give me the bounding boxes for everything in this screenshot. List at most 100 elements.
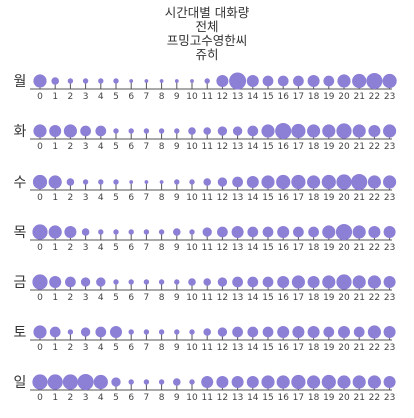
- bubble-point: [80, 125, 91, 137]
- hour-tick-label: 20: [338, 393, 350, 403]
- hour-tick-label: 13: [232, 243, 243, 253]
- hour-tick-label: 8: [159, 393, 165, 403]
- hour-tick-label: 15: [262, 343, 273, 353]
- bubble-point: [275, 122, 292, 140]
- bubble-point: [32, 374, 48, 390]
- hour-tick-label: 16: [277, 142, 289, 152]
- bubble-point: [383, 275, 396, 289]
- hour-tick-label: 21: [353, 293, 364, 303]
- hour-tick-label: 3: [83, 193, 89, 203]
- hour-tick-label: 17: [293, 393, 304, 403]
- bubble-point: [246, 74, 259, 88]
- bubble-point: [95, 326, 107, 338]
- bubble-point: [351, 173, 368, 191]
- bubble-point: [32, 274, 48, 290]
- hour-tick-label: 20: [338, 142, 350, 152]
- bubble-point: [173, 228, 181, 236]
- bubble-point: [277, 225, 290, 239]
- bubble-point: [337, 325, 351, 339]
- hour-tick-label: 14: [247, 243, 259, 253]
- bubble-point: [352, 275, 366, 289]
- bubble-point: [174, 128, 180, 134]
- hour-tick-label: 3: [83, 142, 89, 152]
- hour-tick-label: 16: [277, 393, 289, 403]
- bubble-point: [352, 375, 366, 389]
- hour-tick-label: 19: [323, 393, 335, 403]
- bubble-point: [277, 275, 290, 289]
- hour-tick-label: 23: [384, 92, 395, 102]
- hour-tick-label: 7: [144, 193, 150, 203]
- hour-tick-label: 8: [159, 243, 165, 253]
- day-row-1: 화0 1 2 3 4 5 6 7 8 9 10 11 12 13 14 15 16 17 18 19 20 21 22 23: [14, 122, 397, 152]
- bubble-point: [109, 325, 123, 339]
- bubble-point: [382, 73, 397, 89]
- hour-tick-label: 17: [293, 92, 304, 102]
- hour-tick-label: 11: [201, 193, 212, 203]
- hour-tick-label: 6: [128, 243, 134, 253]
- hour-tick-label: 5: [113, 293, 119, 303]
- bubble-point: [336, 123, 352, 139]
- bubble-point: [203, 127, 211, 135]
- bubble-point: [189, 329, 195, 335]
- hour-tick-label: 8: [159, 193, 165, 203]
- bubble-point: [246, 175, 259, 189]
- bubble-point: [337, 375, 351, 389]
- hour-tick-label: 18: [308, 393, 320, 403]
- hour-tick-label: 0: [37, 193, 43, 203]
- hour-tick-label: 2: [68, 193, 74, 203]
- bubble-point: [307, 375, 321, 389]
- hour-tick-label: 4: [98, 193, 104, 203]
- hour-tick-label: 15: [262, 393, 273, 403]
- day-label: 금: [14, 275, 27, 291]
- bubble-point: [307, 74, 320, 88]
- hour-tick-label: 5: [113, 193, 119, 203]
- hour-tick-label: 0: [37, 142, 43, 152]
- bubble-point: [353, 326, 365, 338]
- bubble-point: [337, 74, 351, 88]
- day-row-3: 목0 1 2 3 4 5 6 7 8 9 10 11 12 13 14 15 16 17 18 19 20 21 22 23: [14, 223, 396, 253]
- hour-tick-label: 6: [128, 343, 134, 353]
- hour-tick-label: 3: [83, 92, 89, 102]
- bubble-point: [67, 78, 74, 84]
- bubble-point: [77, 373, 94, 391]
- hour-tick-label: 22: [369, 343, 380, 353]
- hour-tick-label: 6: [128, 92, 134, 102]
- bubble-point: [48, 175, 62, 189]
- day-label: 수: [14, 175, 27, 191]
- hour-tick-label: 10: [186, 293, 198, 303]
- hour-tick-label: 12: [217, 193, 228, 203]
- bubble-point: [202, 227, 212, 237]
- bubble-point: [276, 375, 290, 389]
- bubble-point: [291, 374, 306, 390]
- bubble-point: [113, 179, 119, 185]
- hour-tick-label: 19: [323, 293, 335, 303]
- hour-tick-label: 1: [52, 343, 58, 353]
- hour-tick-label: 12: [217, 243, 228, 253]
- hour-tick-label: 12: [217, 142, 228, 152]
- hour-tick-label: 21: [353, 393, 364, 403]
- bubble-point: [308, 226, 319, 238]
- hour-tick-label: 9: [174, 293, 180, 303]
- hour-tick-label: 21: [353, 142, 364, 152]
- bubble-point: [62, 374, 78, 390]
- day-row-6: 일0 1 2 3 4 5 6 7 8 9 10 11 12 13 14 15 16 17 18 19 20 21 22 23: [14, 373, 396, 403]
- hour-tick-label: 15: [262, 293, 273, 303]
- bubble-point: [63, 124, 77, 138]
- bubble-point: [80, 327, 91, 337]
- hour-tick-label: 11: [201, 393, 212, 403]
- hour-tick-label: 22: [369, 293, 380, 303]
- hour-tick-label: 14: [247, 92, 259, 102]
- day-row-0: 월0 1 2 3 4 5 6 7 8 9 10 11 12 13 14 15 16 17 18 19 20 21 22 23: [14, 72, 397, 102]
- bubble-point: [246, 375, 259, 389]
- bubble-point: [231, 225, 244, 239]
- bubble-point: [335, 223, 353, 241]
- hour-tick-label: 12: [217, 92, 228, 102]
- bubble-point: [291, 174, 306, 190]
- hour-tick-label: 10: [186, 142, 198, 152]
- bubble-point: [113, 279, 119, 285]
- bubble-point: [217, 277, 228, 287]
- hour-tick-label: 5: [113, 393, 119, 403]
- hour-tick-label: 18: [308, 343, 320, 353]
- hour-tick-label: 17: [293, 243, 304, 253]
